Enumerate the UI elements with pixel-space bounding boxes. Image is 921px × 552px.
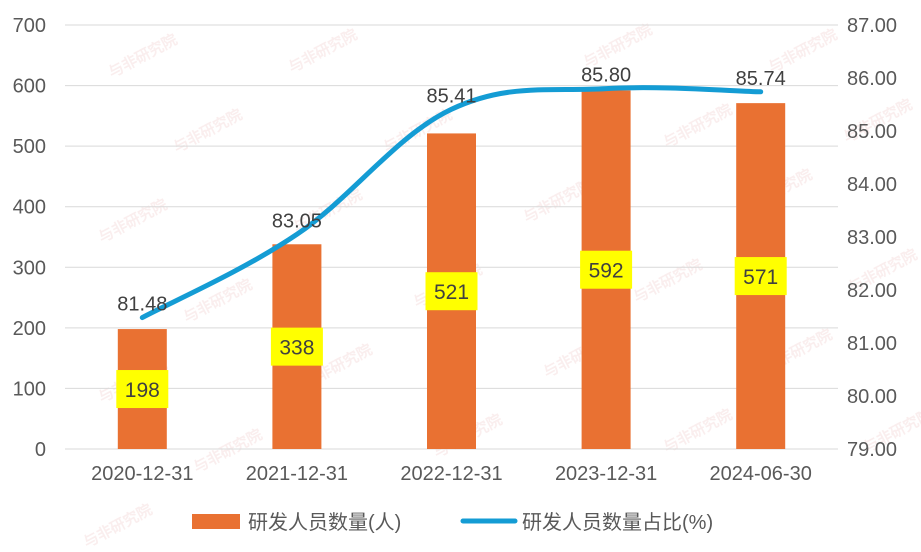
bar-value-label-box <box>734 257 787 296</box>
axes: 0 100 200 300 400 500 600 700 79.00 80.00 81.00 82.… <box>13 15 897 485</box>
x-tick-label: 2023-12-31 <box>555 463 657 485</box>
y-right-tick-label: 86.00 <box>847 68 897 90</box>
line-value-label: 83.05 <box>272 210 322 232</box>
y-left-tick-label: 600 <box>13 76 46 98</box>
bar-value-label: 521 <box>434 281 469 304</box>
y-left-tick-label: 100 <box>13 378 46 400</box>
line-value-label: 85.41 <box>426 85 476 107</box>
line-value-label: 85.80 <box>581 65 631 87</box>
bar-series <box>117 90 786 449</box>
y-right-tick-label: 87.00 <box>847 15 897 37</box>
y-right-tick-label: 81.00 <box>847 333 897 355</box>
y-left-tick-label: 300 <box>13 257 46 279</box>
bar-value-label-box <box>270 327 323 366</box>
y-right-tick-label: 85.00 <box>847 121 897 143</box>
legend: 研发人员数量(人) 研发人员数量占比(%) <box>192 511 713 534</box>
x-tick-label: 2021-12-31 <box>246 463 348 485</box>
line-series-path <box>139 85 764 321</box>
bar-value-label: 571 <box>743 266 778 289</box>
bar-value-label-box <box>580 250 633 289</box>
y-left-tick-label: 200 <box>13 318 46 340</box>
legend-bar-swatch <box>192 514 240 529</box>
y-right-tick-label: 82.00 <box>847 280 897 302</box>
y-left-tick-label: 700 <box>13 15 46 37</box>
bar-value-label: 198 <box>125 379 160 402</box>
legend-line-label: 研发人员数量占比(%) <box>522 511 713 534</box>
legend-bar-label: 研发人员数量(人) <box>248 511 401 534</box>
bar-value-label: 592 <box>589 260 624 283</box>
y-right-tick-label: 79.00 <box>847 439 897 461</box>
line-value-label: 85.74 <box>736 68 786 90</box>
bar-value-label-box <box>425 272 478 311</box>
x-tick-label: 2020-12-31 <box>91 463 193 485</box>
y-right-tick-label: 80.00 <box>847 386 897 408</box>
bar-value-label-box <box>116 370 169 409</box>
line-series <box>139 85 764 321</box>
y-right-tick-label: 84.00 <box>847 174 897 196</box>
y-right-tick-label: 83.00 <box>847 227 897 249</box>
y-left-tick-label: 400 <box>13 197 46 219</box>
x-tick-label: 2022-12-31 <box>400 463 502 485</box>
x-tick-label: 2024-06-30 <box>710 463 812 485</box>
line-value-label: 81.48 <box>117 294 167 316</box>
data-labels: 198 338 521 592 571 81.48 83.05 85.41 85.80 85.74 <box>116 65 787 409</box>
y-left-tick-label: 0 <box>35 439 46 461</box>
bar-value-label: 338 <box>279 337 314 360</box>
y-left-tick-label: 500 <box>13 136 46 158</box>
